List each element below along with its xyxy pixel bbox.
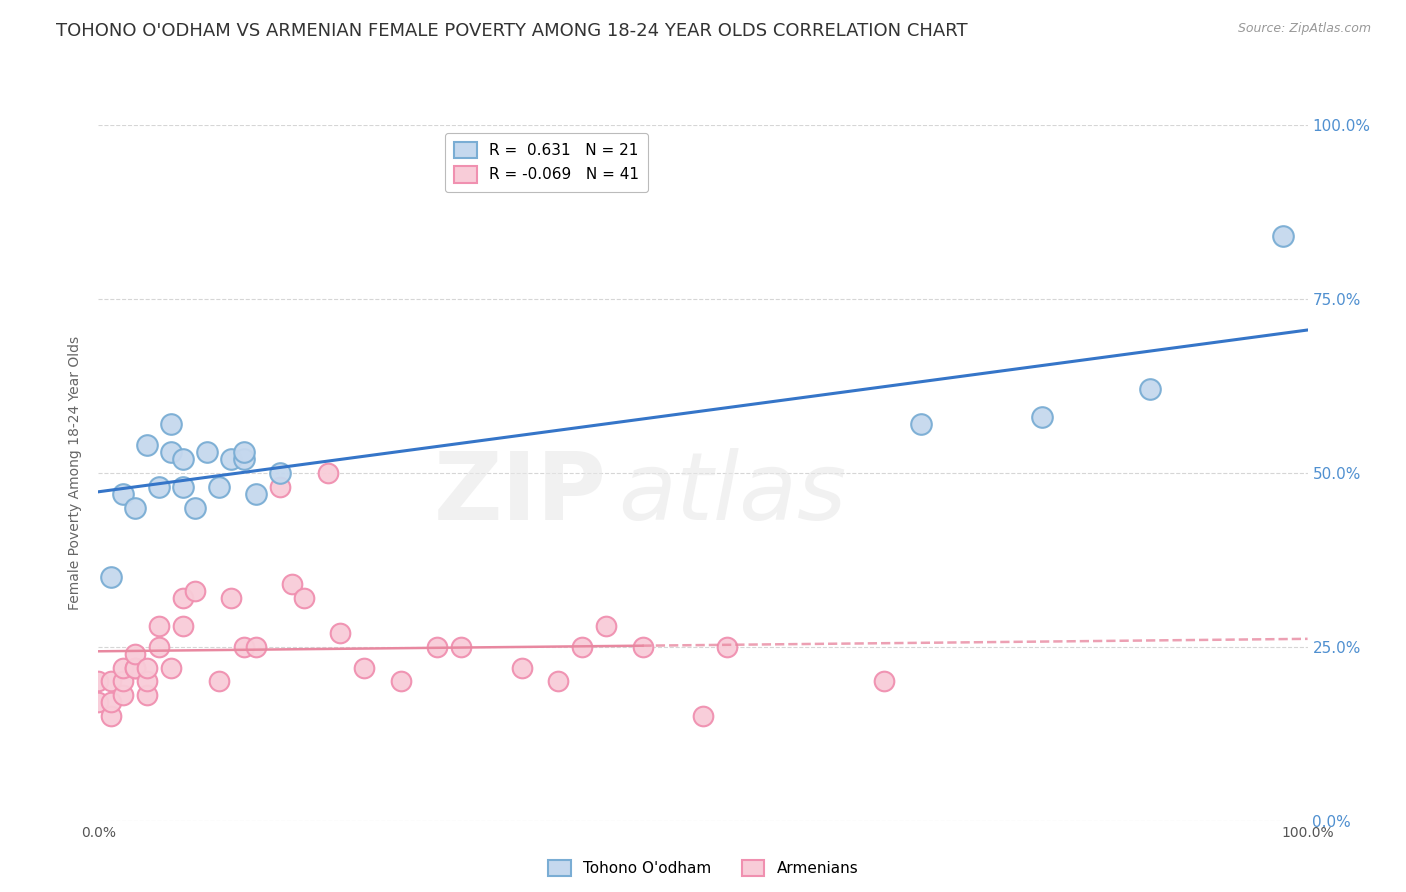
Point (245, 640, 267, 654)
Point (148, 480, 170, 494)
Point (232, 640, 254, 654)
Point (292, 591, 315, 605)
Point (111, 486, 134, 500)
Point (124, 647, 146, 661)
Point (160, 417, 183, 431)
Point (450, 640, 472, 654)
Text: TOHONO O'ODHAM VS ARMENIAN FEMALE POVERTY AMONG 18-24 YEAR OLDS CORRELATION CHAR: TOHONO O'ODHAM VS ARMENIAN FEMALE POVERT… (56, 22, 967, 40)
Point (1031, 410, 1053, 425)
Point (510, 660, 533, 674)
Point (111, 674, 134, 689)
Point (160, 660, 183, 674)
Point (232, 445, 254, 459)
Point (160, 445, 183, 459)
Point (148, 640, 170, 654)
Point (316, 466, 339, 480)
Point (571, 640, 593, 654)
Y-axis label: Female Poverty Among 18-24 Year Olds: Female Poverty Among 18-24 Year Olds (69, 335, 83, 610)
Point (595, 619, 617, 633)
Point (135, 438, 157, 452)
Point (111, 689, 134, 703)
Point (100, 570, 122, 584)
Point (172, 480, 194, 494)
Point (245, 486, 267, 500)
Point (873, 674, 896, 689)
Point (281, 577, 304, 591)
Point (195, 445, 218, 459)
Point (135, 689, 157, 703)
Point (389, 674, 412, 689)
Point (692, 709, 714, 723)
Point (269, 480, 291, 494)
Point (1272, 229, 1295, 244)
Point (208, 674, 231, 689)
Point (100, 695, 122, 709)
Point (148, 619, 170, 633)
Point (329, 625, 352, 640)
Point (100, 674, 122, 689)
Point (87, 695, 110, 709)
Point (716, 640, 738, 654)
Text: atlas: atlas (619, 448, 846, 539)
Text: ZIP: ZIP (433, 448, 606, 540)
Point (172, 619, 194, 633)
Point (135, 660, 157, 674)
Point (269, 466, 291, 480)
Point (910, 417, 932, 431)
Legend: Tohono O'odham, Armenians: Tohono O'odham, Armenians (541, 854, 865, 882)
Point (87, 674, 110, 689)
Point (547, 674, 569, 689)
Point (135, 674, 157, 689)
Point (124, 660, 146, 674)
Point (353, 660, 375, 674)
Point (1139, 382, 1161, 396)
Point (184, 584, 207, 599)
Point (208, 480, 231, 494)
Point (100, 709, 122, 723)
Point (426, 640, 449, 654)
Point (124, 660, 146, 674)
Point (184, 500, 207, 515)
Point (172, 591, 194, 605)
Point (111, 660, 134, 674)
Point (631, 640, 654, 654)
Point (221, 451, 243, 466)
Point (232, 451, 254, 466)
Text: Source: ZipAtlas.com: Source: ZipAtlas.com (1237, 22, 1371, 36)
Point (172, 451, 194, 466)
Point (124, 500, 146, 515)
Point (221, 591, 243, 605)
